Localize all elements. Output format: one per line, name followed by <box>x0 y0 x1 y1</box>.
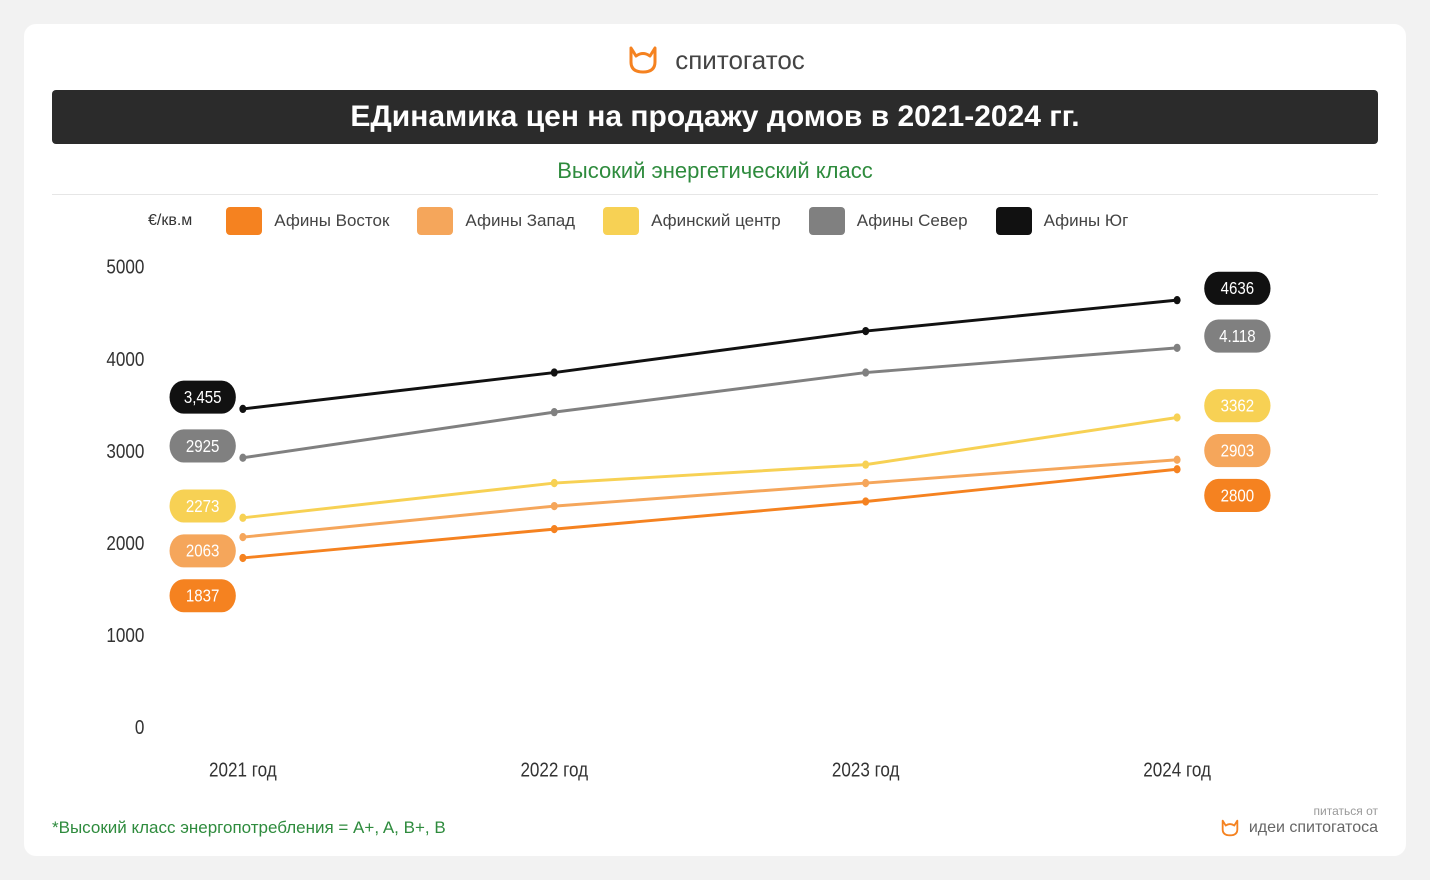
legend-swatch <box>417 207 453 235</box>
powered-by: питаться от идеи спитогатоса <box>1219 804 1378 838</box>
legend: €/кв.м Афины Восток Афины Запад Афинский ц… <box>148 207 1378 235</box>
legend-label: Афинский центр <box>651 211 781 231</box>
legend-item: Афины Восток <box>226 207 389 235</box>
legend-item: Афины Север <box>809 207 968 235</box>
svg-text:3362: 3362 <box>1221 397 1255 416</box>
unit-label: €/кв.м <box>148 212 192 230</box>
legend-label: Афины Запад <box>465 211 575 231</box>
chart-card: спитогатос ЕДинамика цен на продажу домо… <box>24 24 1406 856</box>
svg-text:4636: 4636 <box>1221 279 1255 298</box>
svg-text:2022 год: 2022 год <box>520 758 588 781</box>
divider <box>52 194 1378 195</box>
footer: *Высокий класс энергопотребления = A+, A… <box>52 804 1378 838</box>
legend-item: Афины Юг <box>996 207 1129 235</box>
svg-text:4000: 4000 <box>106 347 144 370</box>
legend-label: Афины Север <box>857 211 968 231</box>
brand-name: спитогатос <box>675 45 805 76</box>
chart-title: ЕДинамика цен на продажу домов в 2021-20… <box>350 100 1079 133</box>
svg-text:1837: 1837 <box>186 587 220 606</box>
svg-text:2023 год: 2023 год <box>832 758 900 781</box>
chart-subtitle: Высокий энергетический класс <box>52 158 1378 184</box>
legend-swatch <box>996 207 1032 235</box>
legend-swatch <box>226 207 262 235</box>
legend-item: Афинский центр <box>603 207 781 235</box>
svg-text:2800: 2800 <box>1221 486 1255 505</box>
svg-text:3000: 3000 <box>106 440 144 463</box>
svg-text:2925: 2925 <box>186 437 220 456</box>
cat-icon <box>625 44 661 76</box>
legend-swatch <box>809 207 845 235</box>
svg-text:2000: 2000 <box>106 532 144 555</box>
footnote: *Высокий класс энергопотребления = A+, A… <box>52 818 446 838</box>
svg-text:0: 0 <box>135 716 144 739</box>
legend-label: Афины Восток <box>274 211 389 231</box>
svg-text:3,455: 3,455 <box>184 388 222 407</box>
svg-text:2021 год: 2021 год <box>209 758 277 781</box>
svg-text:5000: 5000 <box>106 255 144 278</box>
legend-swatch <box>603 207 639 235</box>
cat-icon <box>1219 818 1241 838</box>
brand-row: спитогатос <box>52 44 1378 76</box>
svg-text:2273: 2273 <box>186 497 220 516</box>
title-bar: ЕДинамика цен на продажу домов в 2021-20… <box>52 90 1378 144</box>
svg-text:2024 год: 2024 год <box>1143 758 1211 781</box>
svg-text:2063: 2063 <box>186 542 220 561</box>
svg-text:1000: 1000 <box>106 624 144 647</box>
svg-text:2903: 2903 <box>1221 441 1255 460</box>
svg-text:4.118: 4.118 <box>1219 327 1256 346</box>
chart-area: 0 1000 2000 3000 4000 5000 2021 год 2022 год 202… <box>52 243 1378 798</box>
legend-label: Афины Юг <box>1044 211 1129 231</box>
legend-item: Афины Запад <box>417 207 575 235</box>
